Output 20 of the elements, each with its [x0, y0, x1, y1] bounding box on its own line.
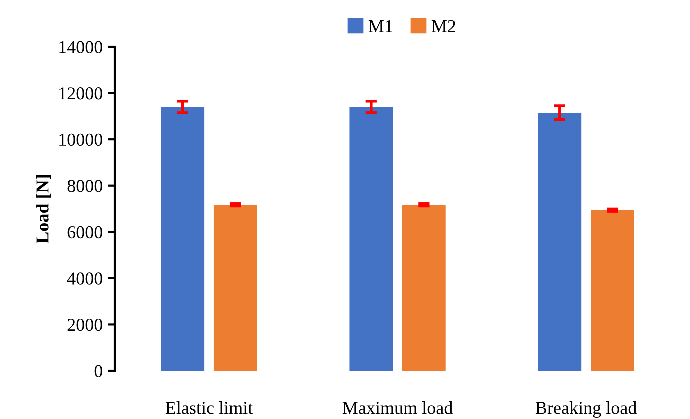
- legend-label: M2: [432, 20, 456, 32]
- y-tick-label: 14000: [60, 41, 103, 54]
- bar: [402, 205, 446, 371]
- bar: [214, 205, 258, 371]
- y-tick-label: 4000: [67, 272, 103, 285]
- y-tick-label: 10000: [60, 134, 103, 146]
- x-tick-label: Breaking load: [536, 402, 637, 418]
- x-tick-label: Elastic limit: [166, 402, 254, 414]
- bar: [161, 107, 205, 371]
- bar: [538, 112, 582, 371]
- bar: [591, 210, 634, 371]
- y-tick-label: 0: [94, 365, 103, 378]
- legend-label: M1: [368, 20, 392, 32]
- y-tick-label: 6000: [68, 226, 103, 239]
- x-tick-label: Maximum load: [342, 402, 453, 414]
- bar: [350, 107, 394, 371]
- y-tick-label: 2000: [68, 318, 103, 332]
- y-axis-title: Load [N]: [36, 175, 52, 244]
- y-tick-label: 8000: [68, 180, 103, 192]
- y-tick-label: 12000: [60, 88, 103, 100]
